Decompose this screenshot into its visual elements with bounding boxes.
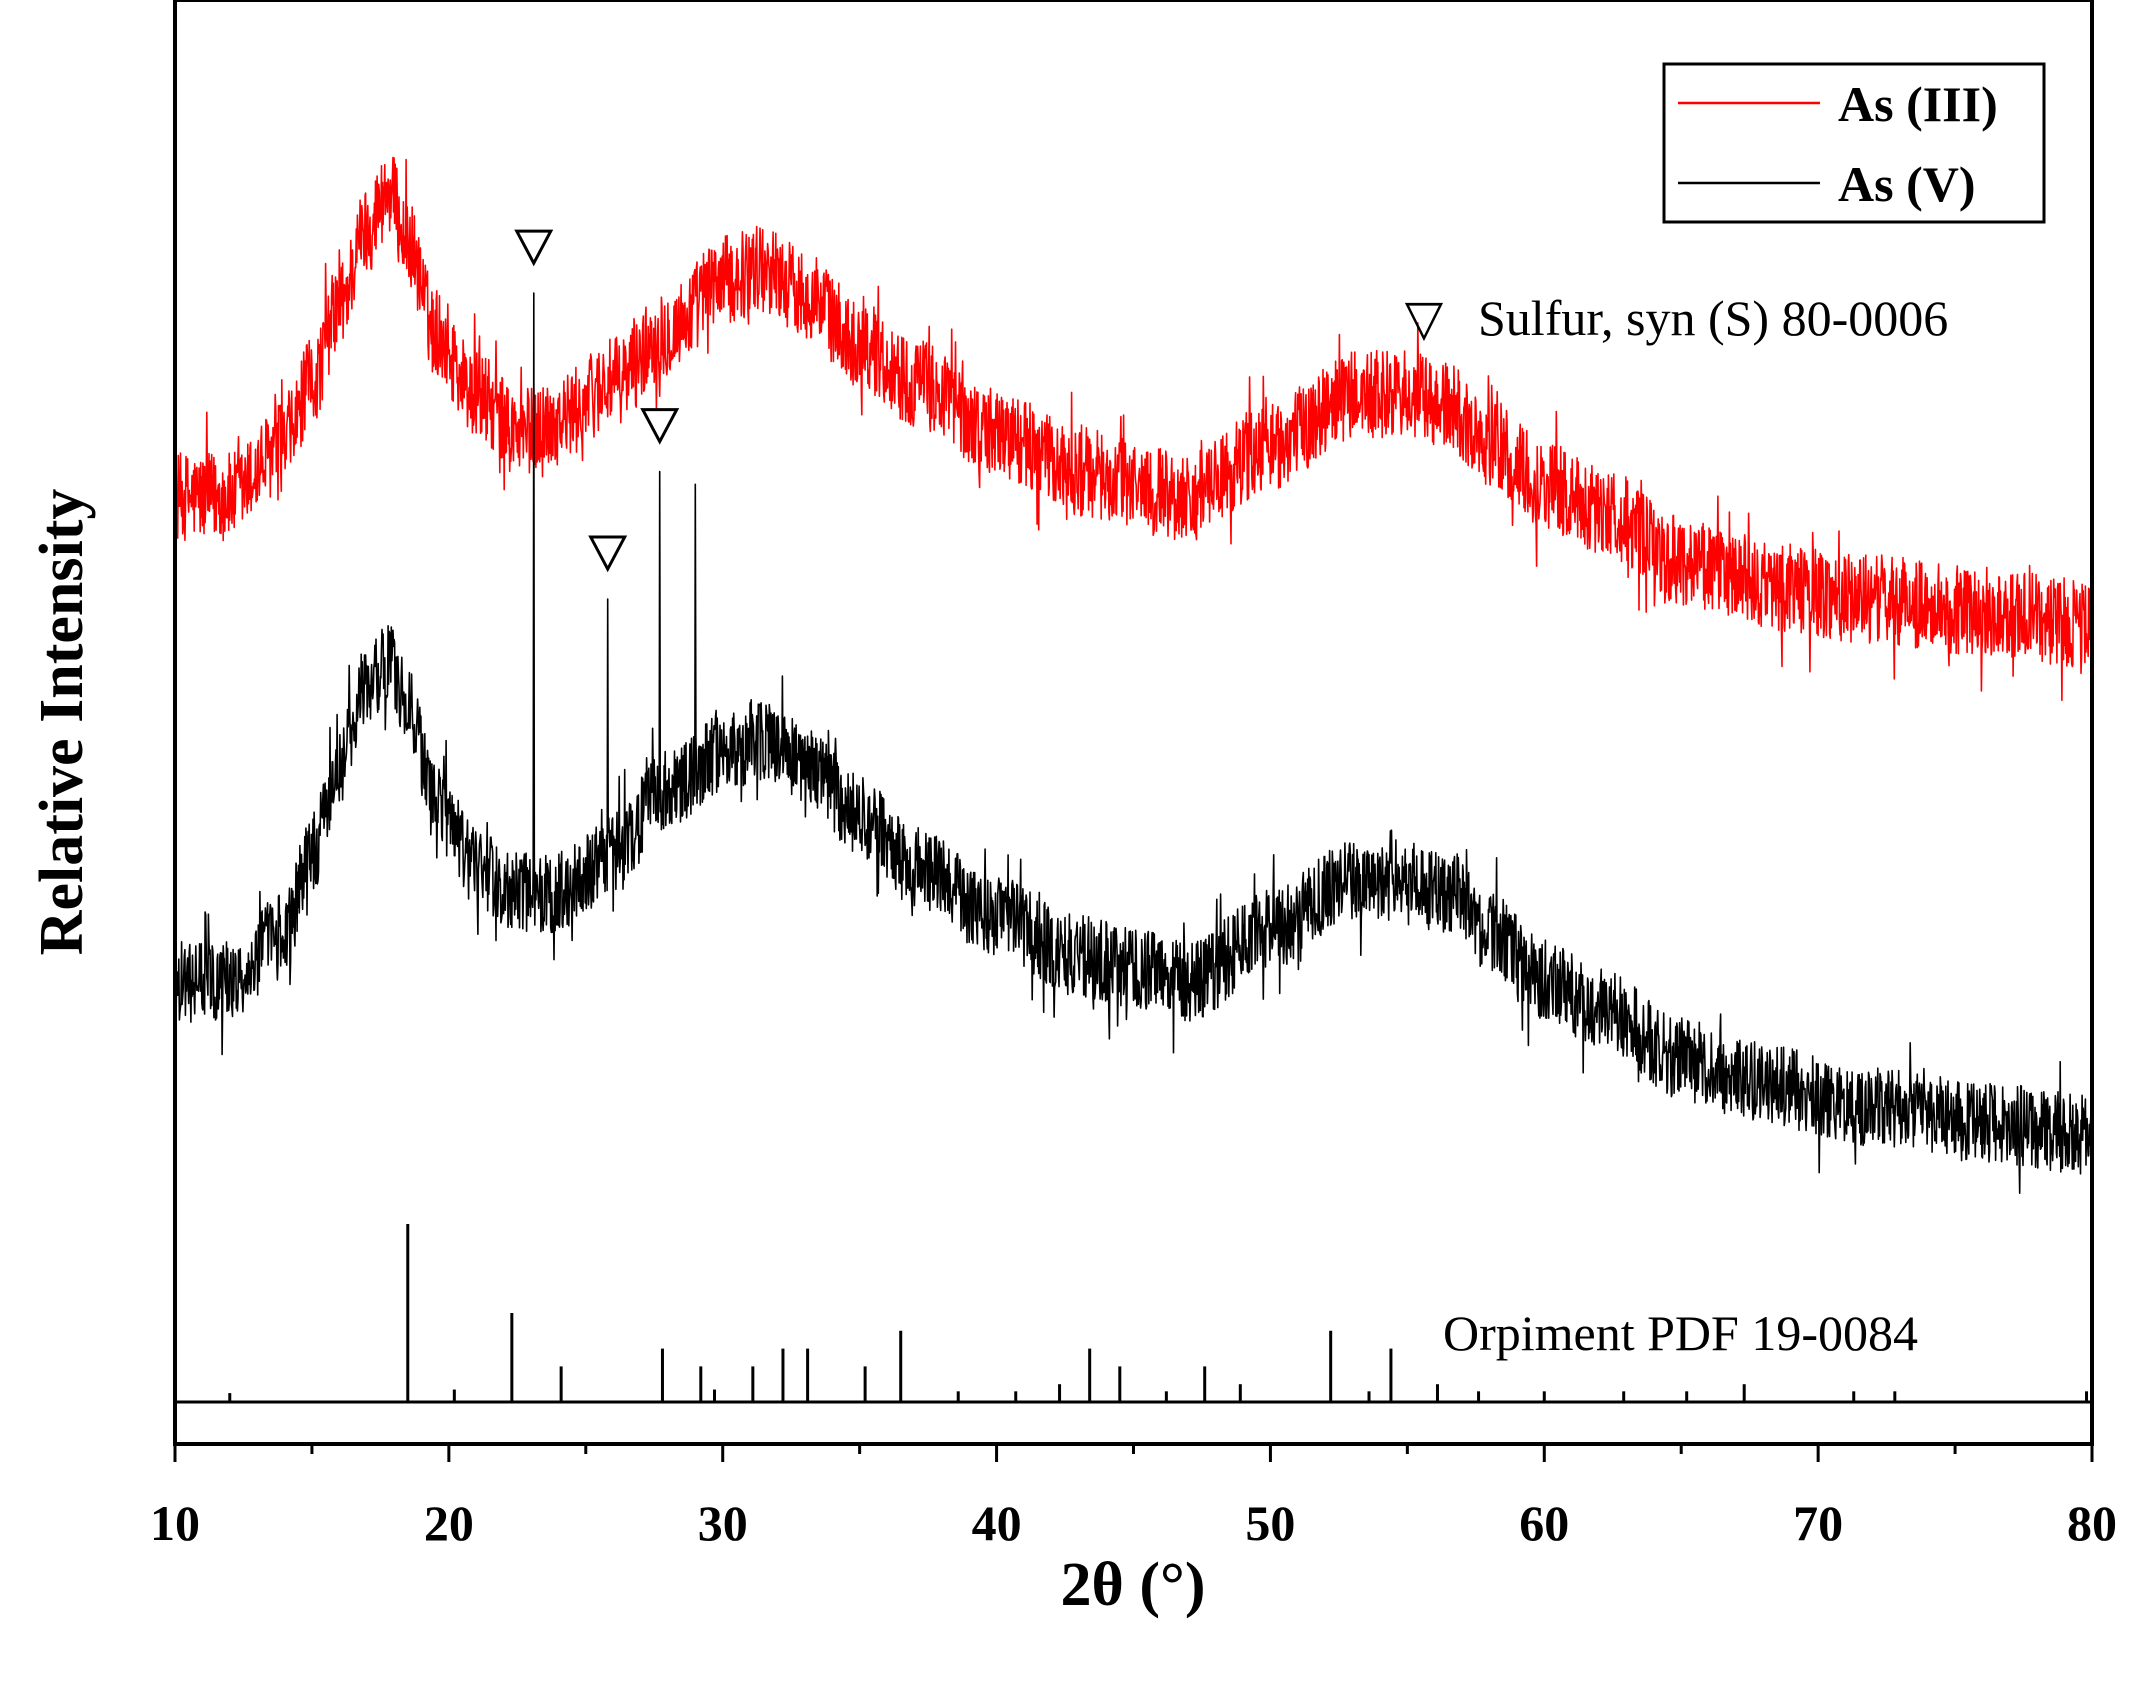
legend: As (III) As (V) [1662,62,2046,224]
sulfur-legend-marker: ▽ [1405,290,1444,346]
series-layer [174,156,2093,1194]
orpiment-annotation-label: Orpiment PDF 19-0084 [1443,1305,1918,1361]
sulfur-marker [588,535,628,573]
x-tick-label: 40 [972,1495,1022,1551]
x-axis-title: 2θ (°) [1061,1551,1206,1619]
series-line-as-v [174,292,2093,1194]
legend-label-as-v: As (V) [1838,156,1975,212]
x-tick-label: 70 [1793,1495,1843,1551]
x-tick-label: 80 [2067,1495,2117,1551]
legend-label-as-iii: As (III) [1838,76,1998,132]
x-tick-label: 60 [1519,1495,1569,1551]
sulfur-markers [514,229,680,573]
series-line-as-iii [174,156,2093,702]
x-axis-ticks [173,1444,2094,1462]
sulfur-marker [640,408,680,445]
x-tick-label: 30 [698,1495,748,1551]
x-tick-label: 20 [424,1495,474,1551]
sulfur-marker [514,229,554,267]
x-axis-tick-labels: 10 20 30 40 50 60 70 80 [150,1495,2117,1551]
legend-box [1662,62,2046,224]
y-axis-title: Relative Intensity [28,489,96,956]
x-tick-label: 50 [1245,1495,1295,1551]
x-tick-label: 10 [150,1495,200,1551]
sulfur-annotation-label: Sulfur, syn (S) 80-0006 [1478,290,1948,346]
